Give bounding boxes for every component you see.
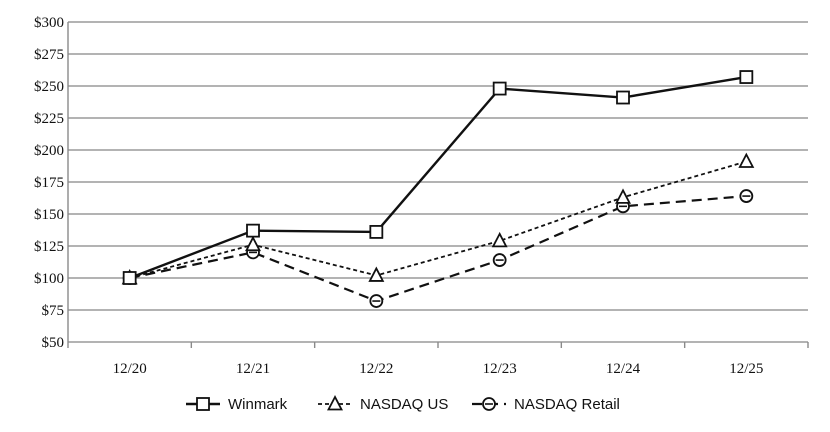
x-tick-label: 12/24 bbox=[606, 361, 641, 377]
y-tick-label: $50 bbox=[42, 335, 65, 351]
y-tick-label: $75 bbox=[42, 303, 65, 319]
legend-label: Winmark bbox=[228, 396, 288, 413]
x-axis-tick-labels: 12/20 12/21 12/22 12/23 12/24 12/25 bbox=[113, 361, 764, 377]
x-tick-label: 12/22 bbox=[359, 361, 393, 377]
x-tick-label: 12/21 bbox=[236, 361, 270, 377]
marker-nasdaq-us-12-25 bbox=[738, 152, 755, 168]
marker-nasdaq-us-12-24 bbox=[615, 188, 631, 204]
legend-swatch-marker bbox=[327, 395, 343, 411]
legend-label: NASDAQ Retail bbox=[514, 396, 620, 413]
series-line-nasdaq-retail bbox=[129, 194, 747, 303]
y-tick-label: $125 bbox=[34, 239, 64, 255]
marker-winmark-12-24 bbox=[616, 90, 630, 105]
marker-nasdaq-retail-12-22 bbox=[369, 294, 384, 308]
series-line-winmark bbox=[129, 75, 747, 280]
marker-nasdaq-retail-12-23 bbox=[492, 253, 507, 267]
x-tick-label: 12/25 bbox=[729, 361, 763, 377]
marker-winmark-12-25 bbox=[739, 70, 754, 84]
y-tick-label: $300 bbox=[34, 15, 64, 31]
y-tick-label: $150 bbox=[34, 207, 64, 223]
marker-winmark-12-21 bbox=[246, 223, 260, 238]
marker-nasdaq-us-12-21 bbox=[245, 235, 261, 252]
marker-nasdaq-us-12-22 bbox=[368, 266, 385, 282]
y-tick-label: $175 bbox=[34, 175, 64, 191]
y-tick-label: $200 bbox=[34, 143, 64, 159]
series-line-nasdaq-us bbox=[129, 160, 747, 279]
legend-label: NASDAQ US bbox=[360, 396, 448, 413]
marker-nasdaq-retail-12-25 bbox=[739, 189, 754, 203]
marker-winmark-12-22 bbox=[369, 225, 384, 239]
y-tick-label: $225 bbox=[34, 111, 64, 127]
marker-winmark-12-20 bbox=[122, 271, 137, 285]
series-lines bbox=[121, 70, 755, 308]
legend-item-nasdaq-retail: NASDAQ Retail bbox=[472, 396, 620, 413]
legend-item-winmark: Winmark bbox=[186, 396, 288, 413]
series-nasdaq-us bbox=[121, 152, 755, 285]
y-tick-label: $275 bbox=[34, 47, 64, 63]
x-tick-label: 12/23 bbox=[483, 361, 517, 377]
series-nasdaq-retail bbox=[122, 189, 754, 308]
legend: Winmark NASDAQ US NASDAQ Retail bbox=[186, 395, 620, 413]
marker-winmark-12-23 bbox=[492, 81, 507, 96]
marker-nasdaq-us-12-23 bbox=[491, 231, 508, 248]
series-winmark bbox=[122, 70, 754, 285]
legend-item-nasdaq-us: NASDAQ US bbox=[318, 395, 448, 413]
legend-swatch-marker bbox=[482, 397, 496, 411]
legend-swatch-marker bbox=[196, 397, 210, 411]
x-tick-label: 12/20 bbox=[113, 361, 147, 377]
y-tick-label: $100 bbox=[34, 271, 64, 287]
y-tick-label: $250 bbox=[34, 79, 64, 95]
grid-lines bbox=[67, 21, 809, 348]
y-axis-tick-labels: $50 $75 $100 $125 $150 $175 $200 $225 $250 $275 $3… bbox=[34, 15, 64, 351]
